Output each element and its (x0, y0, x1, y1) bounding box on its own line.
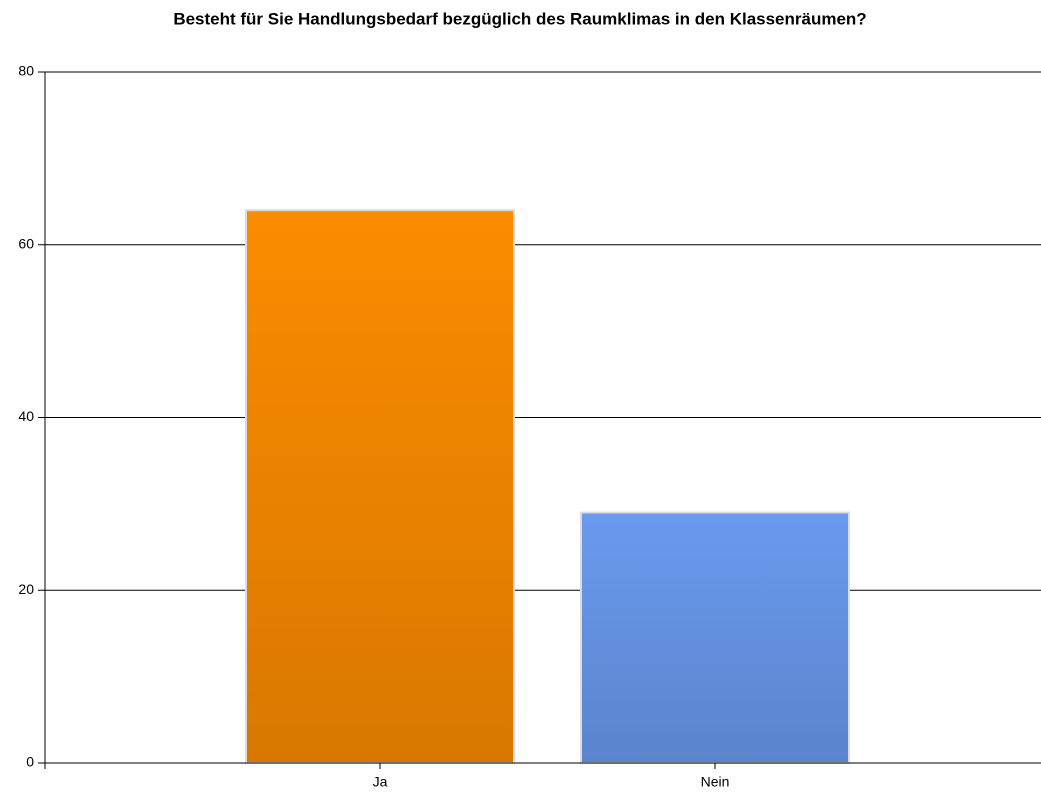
y-tick-label: 0 (26, 754, 34, 770)
x-tick-label: Ja (373, 774, 388, 790)
chart-title: Besteht für Sie Handlungsbedarf bezgügli… (173, 9, 866, 28)
y-tick-label: 80 (18, 63, 34, 79)
x-tick-label: Nein (701, 774, 730, 790)
bar (580, 511, 850, 765)
y-tick-label: 20 (18, 581, 34, 597)
bar (245, 209, 515, 764)
y-tick-label: 40 (18, 408, 34, 424)
y-tick-label: 60 (18, 235, 34, 251)
